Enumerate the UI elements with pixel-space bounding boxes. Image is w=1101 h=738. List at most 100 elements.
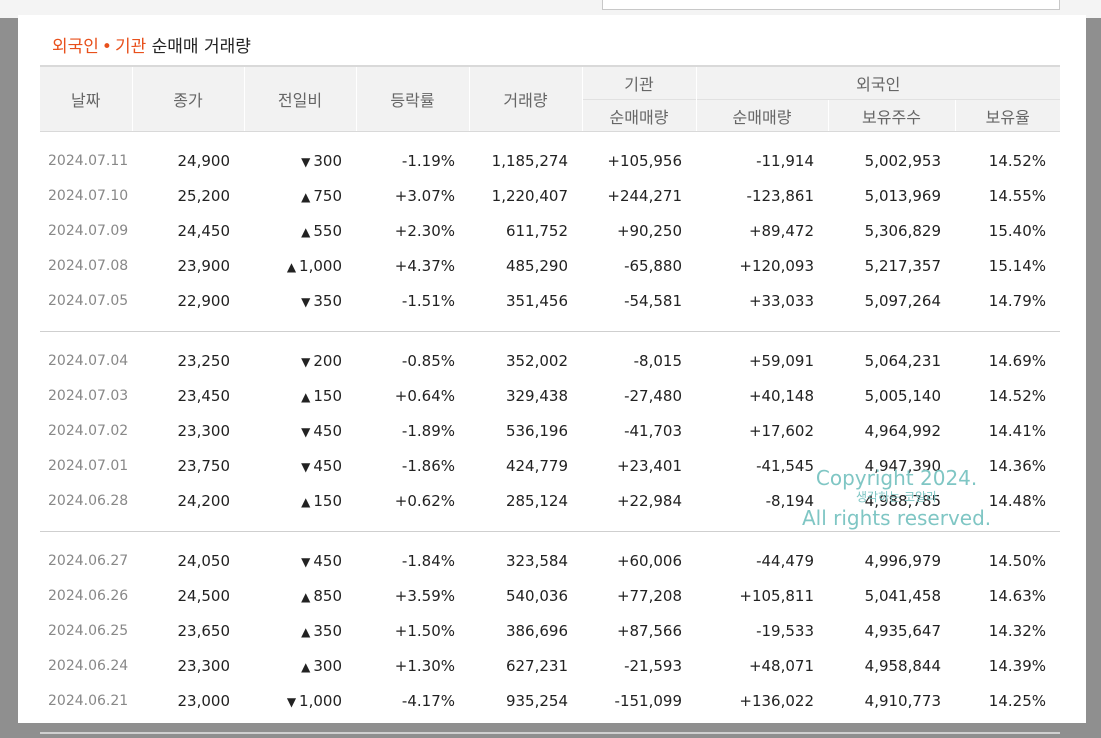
triangle-up-icon: ▲ (286, 259, 297, 274)
cell-date: 2024.06.25 (48, 622, 129, 639)
cell-ratio: 15.40% (988, 221, 1046, 240)
cell-holdings: 5,041,458 (864, 586, 941, 605)
triangle-up-icon: ▲ (301, 589, 311, 604)
cell-close: 25,200 (177, 186, 231, 205)
table-row: 2024.06.26 24,500 ▲ 850 +3.59% 540,036 +77,208… (40, 578, 1060, 613)
triangle-up-icon: ▲ (301, 189, 311, 204)
cell-institution-net: -65,880 (624, 256, 682, 275)
cell-foreign-net: -123,861 (746, 186, 814, 205)
net-trading-table: 날짜 종가 전일비 등락률 거래량 기관 외국인 순매매량 순매매량 보유주수 … (40, 65, 1060, 718)
cell-change: ▼ 1,000 (244, 683, 356, 718)
cell-foreign-net: +120,093 (739, 256, 814, 275)
cell-institution-net: +90,250 (616, 221, 682, 240)
cell-volume: 611,752 (505, 221, 568, 240)
table-row: 2024.07.05 22,900 ▼ 350 -1.51% 351,456 -54,581… (40, 283, 1060, 318)
cell-volume: 424,779 (505, 456, 568, 475)
cell-holdings: 5,217,357 (864, 256, 941, 275)
cell-institution-net: +105,956 (607, 151, 682, 170)
cell-date: 2024.07.05 (48, 292, 129, 309)
cell-ratio: 15.14% (988, 256, 1046, 275)
cell-change: ▲ 750 (244, 178, 356, 213)
cell-close: 23,000 (177, 691, 231, 710)
cell-institution-net: -41,703 (624, 421, 682, 440)
title-dot: • (101, 37, 112, 57)
cell-volume: 386,696 (505, 621, 568, 640)
change-value: 1,000 (299, 256, 342, 275)
cell-change: ▼ 450 (244, 413, 356, 448)
header-foreign-group: 외국인 (695, 65, 1060, 100)
change-value: 300 (313, 656, 342, 675)
cell-date: 2024.06.28 (48, 492, 129, 509)
table-row: 2024.07.09 24,450 ▲ 550 +2.30% 611,752 +90,250… (40, 213, 1060, 248)
cell-holdings: 4,964,992 (864, 421, 941, 440)
cell-ratio: 14.48% (988, 491, 1046, 510)
table-row: 2024.07.08 23,900 ▲ 1,000 +4.37% 485,290 -65,8… (40, 248, 1060, 283)
cell-date: 2024.06.24 (48, 657, 129, 674)
cell-volume: 351,456 (505, 291, 568, 310)
cell-rate: +1.50% (394, 621, 455, 640)
cell-date: 2024.06.26 (48, 587, 129, 604)
cell-institution-net: +244,271 (607, 186, 682, 205)
cell-change: ▲ 850 (244, 578, 356, 613)
header-institution-net: 순매매량 (581, 99, 696, 132)
header-change: 전일비 (243, 65, 356, 132)
header-holdings: 보유주수 (827, 99, 955, 132)
triangle-up-icon: ▲ (301, 659, 311, 674)
cell-ratio: 14.39% (988, 656, 1046, 675)
cell-close: 24,050 (177, 551, 231, 570)
triangle-up-icon: ▲ (301, 624, 311, 639)
table-row: 2024.06.28 24,200 ▲ 150 +0.62% 285,124 +22,984… (40, 483, 1060, 518)
change-value: 200 (313, 351, 342, 370)
table-row: 2024.07.11 24,900 ▼ 300 -1.19% 1,185,274 +105,… (40, 143, 1060, 178)
cell-volume: 485,290 (505, 256, 568, 275)
cell-close: 23,300 (177, 656, 231, 675)
header-volume: 거래량 (468, 65, 582, 132)
cell-close: 23,250 (177, 351, 231, 370)
cell-holdings: 5,002,953 (864, 151, 941, 170)
group-top-spacer (40, 132, 1060, 144)
cell-change: ▲ 550 (244, 213, 356, 248)
cell-close: 24,200 (177, 491, 231, 510)
change-value: 350 (313, 291, 342, 310)
cell-institution-net: -8,015 (633, 351, 682, 370)
cell-change: ▼ 200 (244, 343, 356, 378)
cell-rate: -1.89% (401, 421, 455, 440)
background-page-strip (0, 0, 1101, 18)
cell-ratio: 14.52% (988, 151, 1046, 170)
cell-ratio: 14.52% (988, 386, 1046, 405)
panel-title: 외국인 • 기관 순매매 거래량 (52, 32, 251, 57)
change-value: 550 (313, 221, 342, 240)
cell-rate: -1.86% (401, 456, 455, 475)
cell-ratio: 14.32% (988, 621, 1046, 640)
change-value: 750 (313, 186, 342, 205)
cell-date: 2024.06.21 (48, 692, 129, 709)
table-body: 2024.07.11 24,900 ▼ 300 -1.19% 1,185,274 +105,… (40, 132, 1060, 719)
cell-holdings: 4,988,785 (864, 491, 941, 510)
title-foreign: 외국인 (52, 37, 99, 57)
cell-volume: 536,196 (505, 421, 568, 440)
triangle-down-icon: ▼ (301, 154, 311, 169)
cell-foreign-net: +17,602 (748, 421, 814, 440)
triangle-down-icon: ▼ (301, 459, 311, 474)
table-row: 2024.07.01 23,750 ▼ 450 -1.86% 424,779 +23,401… (40, 448, 1060, 483)
cell-date: 2024.07.09 (48, 222, 129, 239)
cell-date: 2024.07.10 (48, 187, 129, 204)
cell-rate: +0.64% (394, 386, 455, 405)
cell-ratio: 14.41% (988, 421, 1046, 440)
net-trading-panel: 외국인 • 기관 순매매 거래량 날짜 종가 전일비 등락률 거래량 기관 외국인 (18, 15, 1086, 723)
cell-close: 24,450 (177, 221, 231, 240)
cell-change: ▲ 150 (244, 378, 356, 413)
cell-institution-net: +23,401 (616, 456, 682, 475)
cell-holdings: 5,005,140 (864, 386, 941, 405)
cell-holdings: 4,910,773 (864, 691, 941, 710)
cell-foreign-net: -44,479 (756, 551, 814, 570)
header-close: 종가 (131, 65, 244, 132)
cell-volume: 329,438 (505, 386, 568, 405)
triangle-up-icon: ▲ (301, 494, 311, 509)
cell-volume: 540,036 (505, 586, 568, 605)
cell-date: 2024.07.02 (48, 422, 129, 439)
cell-institution-net: -27,480 (624, 386, 682, 405)
cell-volume: 935,254 (505, 691, 568, 710)
cell-ratio: 14.69% (988, 351, 1046, 370)
cell-change: ▲ 1,000 (244, 248, 356, 283)
